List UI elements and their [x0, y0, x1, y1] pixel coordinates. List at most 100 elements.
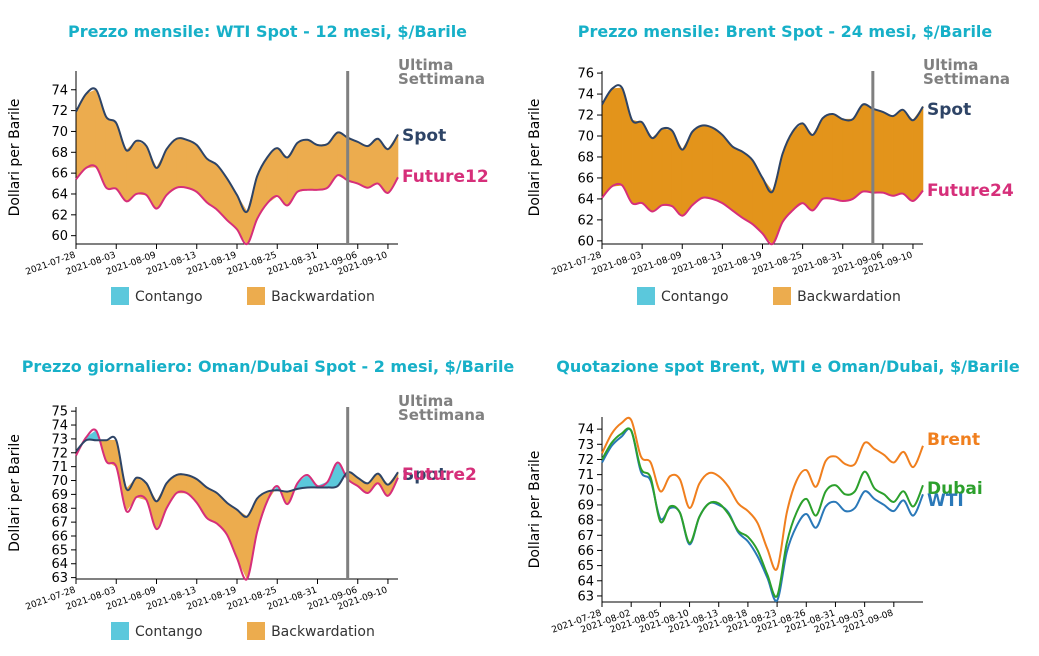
- y-axis-label: Dollari per Barile: [7, 99, 23, 217]
- backwardation-area: [782, 131, 793, 223]
- y-axis-label: Dollari per Barile: [527, 99, 543, 217]
- backwardation-area: [176, 474, 187, 494]
- y-tick-label: 68: [51, 146, 68, 161]
- legend-backwardation-label: Backwardation: [271, 289, 375, 305]
- chart-title: Quotazione spot Brent, WTI e Oman/Dubai,…: [556, 357, 1020, 376]
- chart-panel-compare: Quotazione spot Brent, WTI e Oman/Dubai,…: [520, 330, 1039, 656]
- y-tick-label: 66: [51, 167, 68, 182]
- series-label-brent: Brent: [927, 430, 980, 450]
- series-label-dubai: Dubai: [927, 479, 983, 499]
- backwardation-area: [752, 158, 763, 235]
- contango-area: [327, 462, 338, 488]
- series-label-wti: WTI: [927, 491, 964, 511]
- backwardation-area: [661, 128, 673, 207]
- backwardation-swatch: [247, 622, 266, 640]
- contango-swatch: [111, 622, 129, 640]
- backwardation-area: [317, 143, 328, 191]
- series-label-future: Future12: [402, 167, 489, 187]
- series-label-spot: Spot: [402, 126, 446, 146]
- future-line: [75, 164, 399, 246]
- y-tick-label: 68: [577, 150, 594, 165]
- backwardation-area: [872, 108, 884, 193]
- last-week-label: Settimana: [398, 406, 485, 424]
- backwardation-area: [186, 139, 198, 193]
- legend-contango: Contango: [111, 287, 203, 305]
- y-tick-label: 72: [51, 446, 68, 461]
- backwardation-area: [882, 111, 894, 197]
- backwardation-area: [822, 113, 834, 200]
- contango-swatch: [111, 287, 129, 305]
- backwardation-area: [812, 117, 823, 212]
- y-tick-label: 72: [577, 453, 594, 468]
- legend-contango-label: Contango: [661, 289, 729, 305]
- backwardation-area: [712, 127, 723, 204]
- wti-line: [601, 427, 924, 603]
- last-week-label: Ultima: [923, 56, 978, 74]
- series-label-spot: Spot: [402, 465, 446, 485]
- backwardation-area: [802, 122, 813, 212]
- y-tick-label: 65: [577, 559, 594, 574]
- backwardation-area: [832, 113, 844, 202]
- backwardation-area: [691, 124, 703, 206]
- fill-regions: [601, 87, 924, 245]
- backwardation-area: [631, 119, 643, 204]
- backwardation-area: [702, 125, 713, 200]
- backwardation-area: [742, 151, 753, 225]
- backwardation-area: [85, 89, 97, 169]
- legend-contango-label: Contango: [135, 624, 203, 640]
- y-tick-label: 64: [51, 557, 68, 572]
- spot-line: [75, 87, 399, 214]
- spot-line: [75, 435, 399, 518]
- legend-contango: Contango: [111, 622, 203, 640]
- chart-title: Prezzo giornaliero: Oman/Dubai Spot - 2 …: [21, 357, 515, 376]
- future-line: [75, 428, 399, 581]
- y-tick-label: 75: [51, 405, 68, 420]
- y-tick-label: 66: [577, 544, 594, 559]
- y-tick-label: 60: [577, 234, 594, 249]
- y-tick-label: 71: [577, 468, 594, 483]
- last-week-label: Ultima: [398, 56, 453, 74]
- backwardation-swatch: [247, 287, 266, 305]
- legend: Contango Backwardation: [637, 287, 941, 305]
- backwardation-area: [105, 116, 117, 190]
- backwardation-area: [337, 131, 348, 181]
- chart-brent: 6062646668707274762021-07-282021-08-0320…: [527, 56, 1014, 278]
- legend-backwardation: Backwardation: [247, 287, 375, 305]
- fill-regions: [75, 89, 399, 245]
- y-tick-label: 71: [51, 460, 68, 475]
- y-tick-label: 72: [51, 104, 68, 119]
- chart-title: Prezzo mensile: Brent Spot - 24 mesi, $/…: [577, 22, 993, 41]
- y-tick-label: 60: [51, 229, 68, 244]
- y-tick-label: 64: [577, 574, 594, 589]
- series-label-spot: Spot: [927, 100, 971, 120]
- legend: Contango Backwardation: [111, 622, 415, 640]
- last-week-label: Settimana: [398, 70, 485, 88]
- backwardation-area: [297, 139, 308, 193]
- chart-panel-brent: Prezzo mensile: Brent Spot - 24 mesi, $/…: [520, 0, 1039, 325]
- y-axis-label: Dollari per Barile: [527, 451, 543, 569]
- backwardation-area: [772, 153, 783, 245]
- y-tick-label: 70: [577, 130, 594, 145]
- backwardation-area: [601, 87, 613, 199]
- y-tick-label: 64: [51, 187, 68, 202]
- backwardation-area: [236, 509, 248, 580]
- legend-backwardation: Backwardation: [773, 287, 901, 305]
- y-tick-label: 68: [577, 514, 594, 529]
- y-tick-label: 70: [51, 474, 68, 489]
- backwardation-area: [912, 105, 924, 202]
- y-tick-label: 74: [577, 88, 594, 103]
- last-week-label: Settimana: [923, 70, 1010, 88]
- y-tick-label: 62: [577, 213, 594, 228]
- backwardation-area: [136, 140, 147, 196]
- y-tick-label: 74: [577, 423, 594, 438]
- y-tick-label: 65: [51, 543, 68, 558]
- chart-title: Prezzo mensile: WTI Spot - 12 mesi, $/Ba…: [67, 22, 468, 41]
- backwardation-area: [176, 138, 187, 189]
- backwardation-swatch: [773, 287, 792, 305]
- y-tick-label: 73: [51, 432, 68, 447]
- y-tick-label: 63: [51, 571, 68, 586]
- series-label-future: Future2: [402, 465, 477, 485]
- y-tick-label: 63: [577, 589, 594, 604]
- backwardation-area: [892, 109, 904, 197]
- last-week-label: Ultima: [398, 392, 453, 410]
